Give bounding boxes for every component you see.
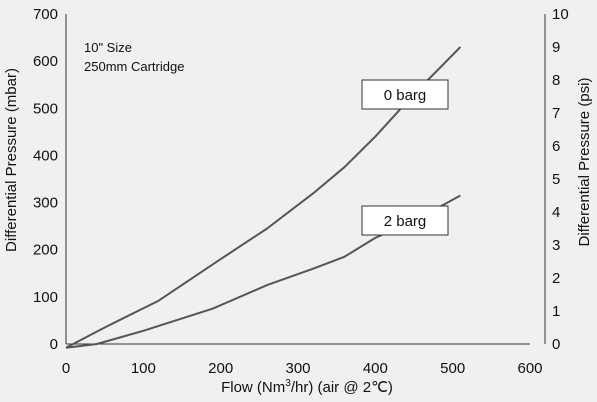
- y-right-tick-label: 3: [552, 237, 560, 254]
- y-left-tick-label: 0: [50, 336, 58, 353]
- x-tick-label: 500: [440, 360, 465, 377]
- y-left-tick-labels: 0 100 200 300 400 500 600 700: [33, 6, 58, 353]
- x-tick-label: 0: [62, 360, 70, 377]
- y-right-tick-label: 7: [552, 105, 560, 122]
- y-left-tick-label: 500: [33, 100, 58, 117]
- series-label-0-barg: 0 barg: [361, 79, 449, 110]
- x-axis-label: Flow (Nm3/hr) (air @ 2℃): [221, 378, 393, 396]
- y-right-tick-label: 10: [552, 6, 569, 23]
- y-left-tick-label: 700: [33, 6, 58, 23]
- x-tick-label: 600: [517, 360, 542, 377]
- series-label-text-2-barg: 2 barg: [384, 213, 427, 230]
- y-right-tick-label: 8: [552, 72, 560, 89]
- x-tick-label: 100: [131, 360, 156, 377]
- series-label-text-0-barg: 0 barg: [384, 87, 427, 104]
- x-tick-labels: 0 100 200 300 400 500 600: [62, 360, 543, 377]
- y-left-axis-label: Differential Pressure (mbar): [3, 68, 20, 252]
- annotation-cartridge: 250mm Cartridge: [84, 59, 184, 74]
- series-line-0-barg: [65, 46, 462, 349]
- y-right-tick-label: 2: [552, 270, 560, 287]
- y-right-tick-label: 4: [552, 204, 560, 221]
- annotation-size: 10" Size: [84, 40, 132, 55]
- x-axis-label-rest: /hr) (air @ 2℃): [291, 379, 393, 396]
- series-label-box-2-barg: [361, 205, 449, 236]
- x-axis-label-main: Flow (Nm: [221, 379, 285, 396]
- y-right-tick-label: 1: [552, 303, 560, 320]
- x-tick-label: 200: [208, 360, 233, 377]
- x-axis-label-sup: 3: [285, 378, 291, 389]
- y-right-tick-label: 5: [552, 171, 560, 188]
- y-left-tick-label: 300: [33, 195, 58, 212]
- y-left-tick-label: 100: [33, 289, 58, 306]
- x-tick-label: 300: [285, 360, 310, 377]
- y-left-tick-label: 600: [33, 53, 58, 70]
- y-left-tick-label: 200: [33, 242, 58, 259]
- y-left-tick-label: 400: [33, 147, 58, 164]
- y-right-tick-label: 0: [552, 336, 560, 353]
- y-right-tick-label: 9: [552, 39, 560, 56]
- series-label-box-0-barg: [361, 79, 449, 110]
- series-label-2-barg: 2 barg: [361, 205, 449, 236]
- y-right-tick-label: 6: [552, 138, 560, 155]
- y-right-axis-label: Differential Pressure (psi): [576, 78, 593, 247]
- y-right-tick-labels: 0 1 2 3 4 5 6 7 8 9 10: [552, 6, 569, 353]
- x-tick-label: 400: [363, 360, 388, 377]
